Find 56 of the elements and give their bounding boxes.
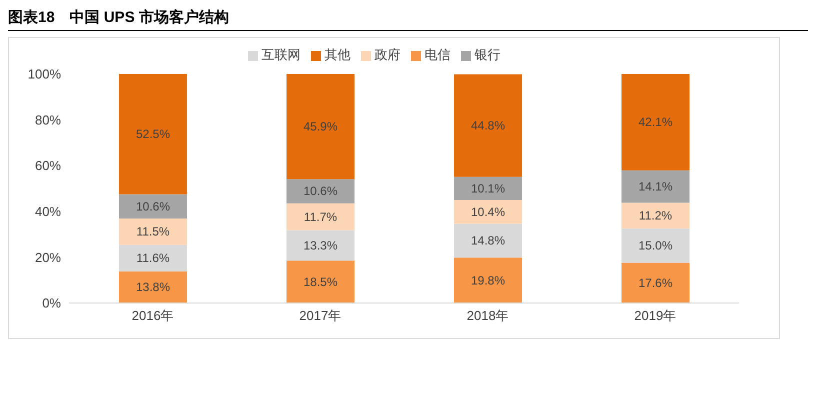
bar <box>622 228 690 263</box>
bar <box>119 194 187 218</box>
bar <box>622 74 690 170</box>
data-label: 13.8% <box>136 280 170 294</box>
bar <box>119 74 187 194</box>
legend-label: 其他 <box>324 47 350 62</box>
legend-label: 银行 <box>474 47 500 62</box>
data-label: 52.5% <box>136 127 170 142</box>
bar <box>286 203 354 230</box>
data-label: 19.8% <box>470 273 506 288</box>
bar <box>622 262 690 303</box>
data-label: 13.3% <box>303 238 338 252</box>
y-tick-label: 80% <box>34 112 62 128</box>
data-label: 42.1% <box>638 115 673 130</box>
data-label: 44.8% <box>470 118 506 133</box>
bar <box>454 258 522 303</box>
bar <box>454 74 522 177</box>
bar <box>119 218 187 245</box>
data-label: 14.1% <box>638 180 673 194</box>
x-tick-label: 2016年 <box>132 308 174 324</box>
bar <box>622 170 690 203</box>
legend-label: 互联网 <box>262 47 300 62</box>
data-label: 10.6% <box>303 184 338 198</box>
data-label: 11.5% <box>136 224 170 239</box>
x-tick-label: 2019年 <box>634 308 676 324</box>
x-tick-label: 2018年 <box>466 308 509 324</box>
data-label: 45.9% <box>303 120 338 134</box>
data-label: 15.0% <box>638 238 673 253</box>
bar <box>119 244 187 272</box>
bar <box>454 200 522 224</box>
bar <box>622 202 690 228</box>
bar <box>286 179 354 204</box>
bar <box>286 230 354 261</box>
data-label: 10.1% <box>470 181 506 196</box>
data-label: 10.6% <box>136 199 170 214</box>
y-tick-label: 40% <box>34 204 62 220</box>
y-tick-label: 60% <box>34 158 62 174</box>
bar <box>119 271 187 303</box>
data-label: 14.8% <box>470 234 506 248</box>
y-tick-label: 100% <box>28 66 62 82</box>
legend-label: 电信 <box>424 47 450 62</box>
bar <box>454 224 522 258</box>
x-tick-label: 2017年 <box>299 308 342 324</box>
y-tick-label: 0% <box>42 296 62 311</box>
data-label: 10.4% <box>470 204 506 219</box>
data-label: 11.7% <box>304 210 338 224</box>
bar <box>454 176 522 200</box>
data-label: 11.6% <box>136 251 170 266</box>
legend-label: 政府 <box>374 47 400 62</box>
bar <box>286 74 354 180</box>
data-label: 18.5% <box>303 274 338 289</box>
y-tick-label: 20% <box>34 250 62 265</box>
data-label: 17.6% <box>638 276 673 290</box>
bar <box>286 260 354 303</box>
data-label: 11.2% <box>638 208 672 223</box>
chart-title: 图表18 中国 UPS 市场客户结构 <box>8 8 808 31</box>
